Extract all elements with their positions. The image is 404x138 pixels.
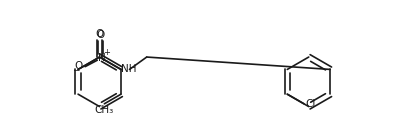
Text: O: O (97, 30, 105, 40)
Text: N: N (98, 53, 105, 63)
Text: O: O (74, 61, 82, 71)
Text: CH₃: CH₃ (95, 105, 114, 115)
Text: NH: NH (122, 64, 137, 74)
Text: O: O (95, 29, 104, 39)
Text: −: − (72, 66, 80, 75)
Text: Cl: Cl (306, 99, 316, 109)
Text: +: + (103, 48, 110, 57)
